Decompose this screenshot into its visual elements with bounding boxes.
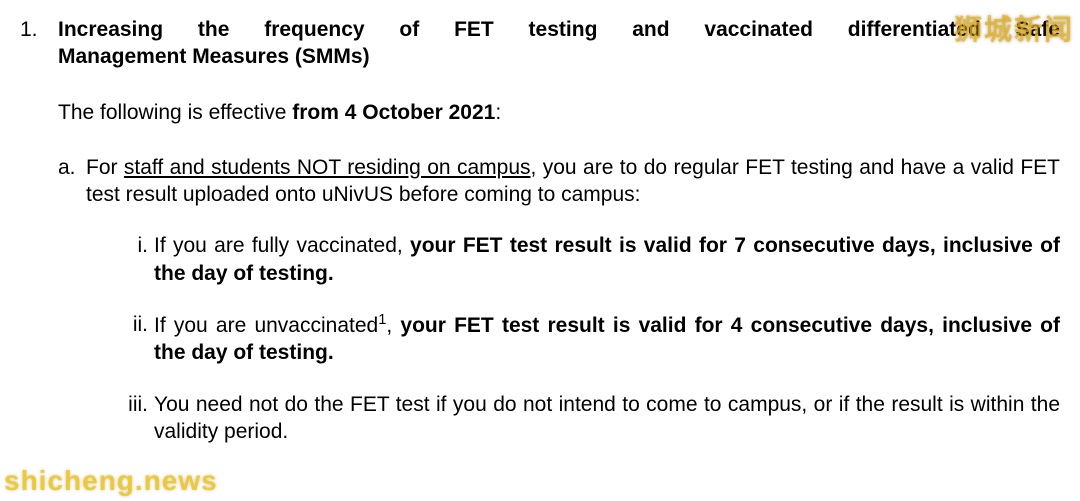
sub-item-ii: ii. If you are unvaccinated1, your FET t… (120, 311, 1060, 367)
a-marker: a. (58, 154, 86, 209)
i-body: If you are fully vaccinated, your FET te… (154, 232, 1060, 287)
iii-marker: iii. (120, 391, 154, 446)
sub-item-iii: iii. You need not do the FET test if you… (120, 391, 1060, 446)
i-pre: If you are fully vaccinated, (154, 234, 410, 257)
sub-item-a: a. For staff and students NOT residing o… (58, 154, 1060, 209)
intro-post: : (495, 101, 501, 124)
ii-body: If you are unvaccinated1, your FET test … (154, 311, 1060, 367)
watermark-bottom: shicheng.news (4, 463, 218, 499)
title-line1: Increasing the frequency of FET testing … (58, 16, 1060, 43)
item-title: Increasing the frequency of FET testing … (58, 16, 1060, 71)
list-item-1: 1. Increasing the frequency of FET testi… (20, 16, 1060, 71)
item-number: 1. (20, 16, 58, 71)
iii-body: You need not do the FET test if you do n… (154, 391, 1060, 446)
sub-item-i: i. If you are fully vaccinated, your FET… (120, 232, 1060, 287)
ii-mid: , (386, 314, 400, 337)
title-line2: Management Measures (SMMs) (58, 43, 1060, 70)
ii-marker: ii. (120, 311, 154, 367)
intro-pre: The following is effective (58, 101, 292, 124)
a-underline: staff and students NOT residing on campu… (124, 156, 531, 179)
a-body: For staff and students NOT residing on c… (86, 154, 1060, 209)
intro-line: The following is effective from 4 Octobe… (58, 99, 1060, 126)
ii-pre: If you are unvaccinated (154, 314, 378, 337)
i-marker: i. (120, 232, 154, 287)
intro-bold: from 4 October 2021 (292, 101, 495, 124)
a-pre: For (86, 156, 124, 179)
